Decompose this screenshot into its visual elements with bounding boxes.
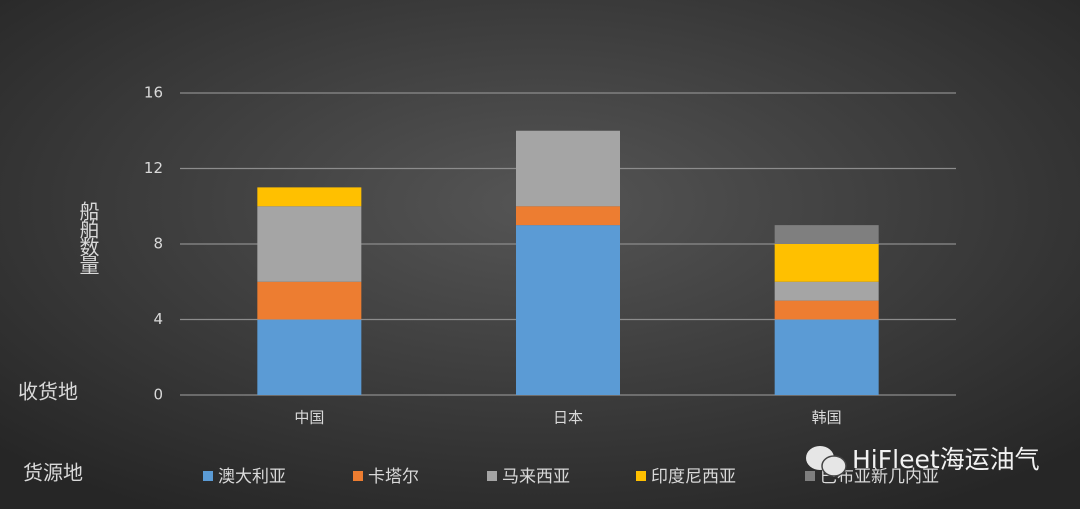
bar-segment (516, 206, 620, 226)
legend-title: 货源地 (23, 461, 83, 485)
watermark-icon (806, 446, 847, 477)
y-tick-label: 4 (153, 310, 163, 328)
y-tick-label: 0 (153, 386, 163, 404)
bar-segment (516, 225, 620, 395)
y-tick-label: 16 (144, 84, 163, 102)
legend-label: 巴布亚新几内亚 (820, 467, 939, 487)
y-tick-label: 12 (144, 159, 163, 177)
legend-label: 印度尼西亚 (651, 467, 736, 487)
y-tick-label: 8 (153, 235, 163, 253)
watermark: HiFleet海运油气 (852, 445, 1040, 474)
legend-swatch (353, 471, 363, 481)
bar-segment (774, 281, 879, 301)
bar-segment (257, 206, 362, 282)
bar-segment (774, 225, 879, 244)
bar-segment (257, 187, 362, 207)
x-tick-label: 韩国 (812, 409, 842, 427)
legend-label: 马来西亚 (502, 467, 570, 487)
bar-segment (516, 130, 620, 207)
legend-swatch (636, 471, 646, 481)
bar-segment (257, 281, 362, 320)
legend-swatch (805, 471, 815, 481)
bar-segment (774, 300, 879, 320)
legend-label: 澳大利亚 (218, 467, 286, 487)
bar-segment (257, 319, 362, 395)
x-tick-label: 日本 (553, 409, 583, 427)
bar-segment (774, 319, 879, 395)
legend-swatch (203, 471, 213, 481)
bar-segment (774, 244, 879, 282)
x-tick-label: 中国 (294, 409, 324, 427)
y-axis-label: 船舶数量 (76, 201, 100, 275)
legend-label: 卡塔尔 (368, 467, 419, 487)
x-axis-label: 收货地 (18, 380, 78, 404)
legend-swatch (487, 471, 497, 481)
